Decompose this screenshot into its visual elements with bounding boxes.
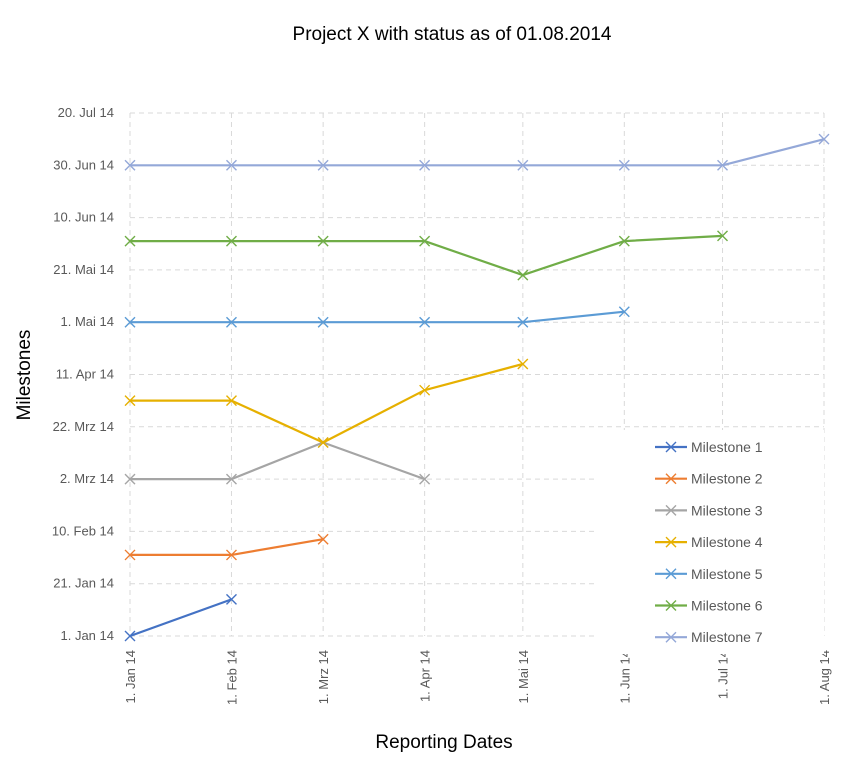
series-milestone-1 — [124, 593, 237, 642]
y-tick-label: 10. Feb 14 — [52, 523, 114, 538]
y-tick-label: 1. Mai 14 — [61, 314, 114, 329]
data-point-marker — [717, 159, 729, 171]
legend-label: Milestone 7 — [691, 629, 763, 645]
series-milestone-5 — [124, 306, 630, 328]
x-axis-ticks: 1. Jan 14 1. Feb 14 1. Mrz 14 1. Apr 14 1. M… — [123, 650, 832, 705]
legend-entry: Milestone 5 — [655, 566, 763, 582]
legend-label: Milestone 6 — [691, 598, 763, 614]
data-point-marker — [618, 235, 630, 247]
data-point-marker — [124, 159, 136, 171]
y-tick-label: 20. Jul 14 — [58, 105, 114, 120]
y-axis-title: Milestones — [14, 330, 35, 421]
data-point-marker — [124, 473, 136, 485]
data-point-marker — [618, 306, 630, 318]
data-point-marker — [225, 235, 237, 247]
data-point-marker — [517, 159, 529, 171]
data-point-marker — [225, 549, 237, 561]
data-point-marker — [618, 159, 630, 171]
series-line — [130, 538, 324, 557]
legend-background — [596, 430, 824, 654]
x-axis-title: Reporting Dates — [375, 732, 512, 753]
x-tick-label: 1. Aug 14 — [817, 650, 832, 705]
legend-label: Milestone 2 — [691, 471, 763, 487]
data-point-marker — [225, 395, 237, 407]
legend: Milestone 1 Milestone 2 Milestone 3 Milesto… — [596, 430, 824, 654]
series-milestone-6 — [124, 230, 729, 281]
y-tick-label: 22. Mrz 14 — [53, 419, 114, 434]
legend-label: Milestone 3 — [691, 502, 763, 518]
y-axis-ticks: 1. Jan 14 21. Jan 14 10. Feb 14 2. Mrz 14 22… — [52, 105, 114, 643]
data-point-marker — [225, 159, 237, 171]
data-point-marker — [317, 235, 329, 247]
series-lines — [124, 133, 830, 642]
data-point-marker — [419, 235, 431, 247]
data-point-marker — [665, 631, 677, 643]
x-tick-label: 1. Jun 14 — [617, 650, 632, 704]
series-milestone-4 — [124, 358, 529, 448]
data-point-marker — [419, 473, 431, 485]
x-tick-label: 1. Apr 14 — [418, 650, 433, 702]
data-point-marker — [317, 316, 329, 328]
series-milestone-3 — [124, 436, 431, 485]
data-point-marker — [665, 536, 677, 548]
data-point-marker — [317, 533, 329, 545]
x-tick-label: 1. Mai 14 — [516, 650, 531, 703]
series-line — [130, 310, 625, 324]
data-point-marker — [124, 395, 136, 407]
data-point-marker — [517, 358, 529, 370]
legend-label: Milestone 4 — [691, 534, 763, 550]
data-point-marker — [124, 630, 136, 642]
data-point-marker — [665, 473, 677, 485]
x-tick-label: 1. Jan 14 — [123, 650, 138, 704]
data-point-marker — [665, 568, 677, 580]
data-point-marker — [124, 316, 136, 328]
legend-entry: Milestone 7 — [655, 629, 763, 645]
series-line — [130, 362, 524, 444]
data-point-marker — [419, 316, 431, 328]
y-tick-label: 21. Mai 14 — [53, 262, 114, 277]
data-point-marker — [665, 441, 677, 453]
legend-label: Milestone 1 — [691, 439, 763, 455]
legend-label: Milestone 5 — [691, 566, 763, 582]
data-point-marker — [124, 235, 136, 247]
legend-entry: Milestone 4 — [655, 534, 763, 550]
data-point-marker — [317, 436, 329, 448]
legend-entry: Milestone 1 — [655, 439, 763, 455]
data-point-marker — [717, 230, 729, 242]
data-point-marker — [818, 133, 830, 145]
data-point-marker — [665, 600, 677, 611]
data-point-marker — [225, 593, 237, 605]
data-point-marker — [419, 159, 431, 171]
x-tick-label: 1. Feb 14 — [224, 650, 239, 705]
data-point-marker — [517, 269, 529, 281]
x-tick-label: 1. Jul 14 — [716, 650, 731, 699]
data-point-marker — [517, 316, 529, 328]
y-tick-label: 11. Apr 14 — [56, 367, 114, 382]
data-point-marker — [419, 384, 431, 396]
data-point-marker — [225, 473, 237, 485]
legend-entry: Milestone 6 — [655, 598, 763, 614]
series-milestone-2 — [124, 533, 329, 561]
y-tick-label: 10. Jun 14 — [53, 210, 114, 225]
series-line — [130, 138, 825, 167]
y-tick-label: 1. Jan 14 — [61, 628, 115, 643]
series-line — [129, 598, 232, 638]
chart-title: Project X with status as of 01.08.2014 — [293, 24, 612, 45]
legend-entry: Milestone 2 — [655, 471, 763, 487]
data-point-marker — [317, 159, 329, 171]
legend-entry: Milestone 3 — [655, 502, 763, 518]
series-milestone-7 — [124, 133, 830, 171]
x-tick-label: 1. Mrz 14 — [316, 650, 331, 704]
data-point-marker — [225, 316, 237, 328]
y-tick-label: 2. Mrz 14 — [60, 471, 114, 486]
y-tick-label: 21. Jan 14 — [53, 576, 114, 591]
data-point-marker — [665, 504, 677, 516]
y-tick-label: 30. Jun 14 — [53, 157, 114, 172]
series-line — [130, 441, 425, 481]
data-point-marker — [124, 549, 136, 561]
